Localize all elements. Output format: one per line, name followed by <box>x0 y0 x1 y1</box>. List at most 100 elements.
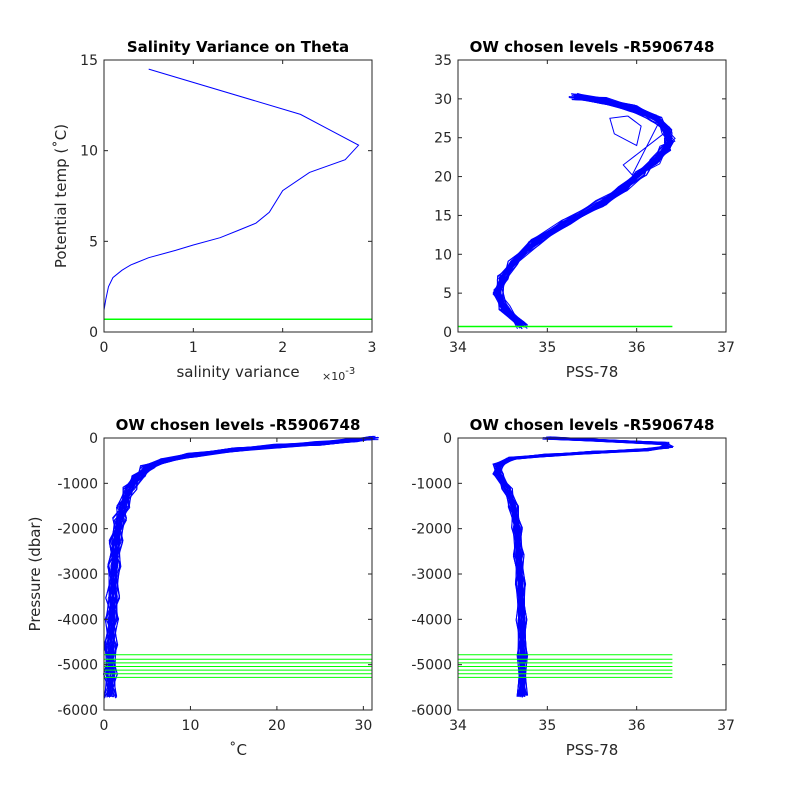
x-tick-label: 37 <box>717 718 735 734</box>
y-tick-label: 5 <box>443 286 452 302</box>
profile-line <box>107 438 372 695</box>
profile-line <box>109 436 373 696</box>
chart-panel-4: 34 35 36 37 -6000 -5000 -4000 -3000 -2000 -1000 0 O… <box>411 416 735 759</box>
y-tick-label: 5 <box>89 234 98 250</box>
y-tick-label: -2000 <box>411 522 452 538</box>
chart-title: OW chosen levels -R5906748 <box>470 416 715 434</box>
y-tick-label: 15 <box>80 53 98 69</box>
y-tick-label: -1000 <box>57 476 98 492</box>
chart-panel-3: 0 10 20 30 -6000 -5000 -4000 -3000 -2000 -1000 0 OW… <box>26 416 379 759</box>
y-tick-label: 0 <box>443 325 452 341</box>
profile-line <box>105 439 379 698</box>
profile-line <box>109 436 373 695</box>
y-tick-label: -5000 <box>411 658 452 674</box>
chart-panel-2: 34 35 36 37 0 5 10 15 20 25 30 35 OW chosen levels -… <box>434 38 735 381</box>
chart-panel-1: 0 1 2 3 0 5 10 15 Salinity Variance on Theta sali… <box>52 38 376 383</box>
profile-line <box>109 437 373 697</box>
y-tick-label: 10 <box>80 144 98 160</box>
profile-line <box>106 435 374 698</box>
profile-line <box>498 95 673 328</box>
profile-line <box>498 93 673 330</box>
y-tick-label: 25 <box>434 131 452 147</box>
profile-line <box>107 438 375 695</box>
y-tick-label: -2000 <box>57 522 98 538</box>
x-tick-label: 35 <box>538 340 556 356</box>
x-axis-label: PSS-78 <box>566 363 619 381</box>
x-tick-label: 3 <box>368 340 377 356</box>
y-tick-label: -4000 <box>57 612 98 628</box>
y-tick-label: -3000 <box>411 567 452 583</box>
y-axis-label: Potential temp (˚C) <box>52 124 70 268</box>
y-tick-label: -6000 <box>57 703 98 719</box>
profile-line <box>107 435 376 698</box>
profile-line <box>107 438 369 696</box>
chart-title: Salinity Variance on Theta <box>127 38 349 56</box>
x-tick-label: 1 <box>189 340 198 356</box>
x-tick-label: 30 <box>354 718 372 734</box>
y-tick-label: -5000 <box>57 658 98 674</box>
profile-line <box>496 96 676 327</box>
y-tick-label: 15 <box>434 208 452 224</box>
y-tick-label: 30 <box>434 92 452 108</box>
x-tick-label: 36 <box>628 718 646 734</box>
axes-box <box>103 59 373 333</box>
x-axis-label: ˚C <box>229 741 247 759</box>
y-tick-label: 0 <box>443 431 452 447</box>
variance-line <box>103 68 360 318</box>
profile-line <box>106 437 376 697</box>
profile-line <box>109 437 373 697</box>
y-tick-label: 0 <box>89 325 98 341</box>
y-tick-label: -1000 <box>411 476 452 492</box>
profile-line <box>105 437 379 697</box>
profile-line <box>499 437 664 696</box>
profile-line <box>103 437 377 696</box>
profile-line <box>106 438 370 696</box>
profile-line <box>495 437 670 697</box>
profile-line <box>109 436 373 696</box>
profile-line <box>104 436 379 697</box>
profile-line <box>492 97 672 326</box>
x-axis-exponent: ×10-3 <box>322 366 355 383</box>
x-tick-label: 20 <box>268 718 286 734</box>
x-tick-label: 2 <box>278 340 287 356</box>
x-axis-label: salinity variance <box>176 363 299 381</box>
x-tick-label: 10 <box>182 718 200 734</box>
axes-box <box>103 437 373 711</box>
profile-line <box>106 438 371 697</box>
profile-line <box>106 438 374 697</box>
profile-line <box>106 436 375 698</box>
chart-title: OW chosen levels -R5906748 <box>116 416 361 434</box>
profile-line <box>106 437 370 698</box>
profile-line <box>104 439 372 697</box>
profile-line <box>107 437 373 697</box>
y-tick-label: -6000 <box>411 703 452 719</box>
y-tick-label: 10 <box>434 247 452 263</box>
chart-title: OW chosen levels -R5906748 <box>470 38 715 56</box>
profile-line <box>106 435 371 698</box>
x-tick-label: 37 <box>717 340 735 356</box>
profile-line <box>609 115 642 147</box>
profile-line <box>104 439 373 697</box>
y-tick-label: 35 <box>434 53 452 69</box>
x-tick-label: 0 <box>100 340 109 356</box>
profile-line <box>108 438 371 697</box>
profile-line <box>105 437 379 699</box>
profile-line <box>622 121 664 176</box>
x-tick-label: 34 <box>449 340 467 356</box>
profile-line <box>109 437 373 697</box>
x-axis-label: PSS-78 <box>566 741 619 759</box>
y-tick-label: 20 <box>434 170 452 186</box>
profile-line <box>107 437 369 698</box>
profile-line <box>109 436 373 696</box>
profile-line <box>107 438 369 697</box>
y-tick-label: 0 <box>89 431 98 447</box>
x-tick-label: 36 <box>628 340 646 356</box>
x-tick-label: 34 <box>449 718 467 734</box>
axes-box <box>457 59 727 333</box>
x-tick-label: 0 <box>100 718 109 734</box>
y-tick-label: -4000 <box>411 612 452 628</box>
y-tick-label: -3000 <box>57 567 98 583</box>
profile-line <box>109 438 373 697</box>
x-tick-label: 35 <box>538 718 556 734</box>
